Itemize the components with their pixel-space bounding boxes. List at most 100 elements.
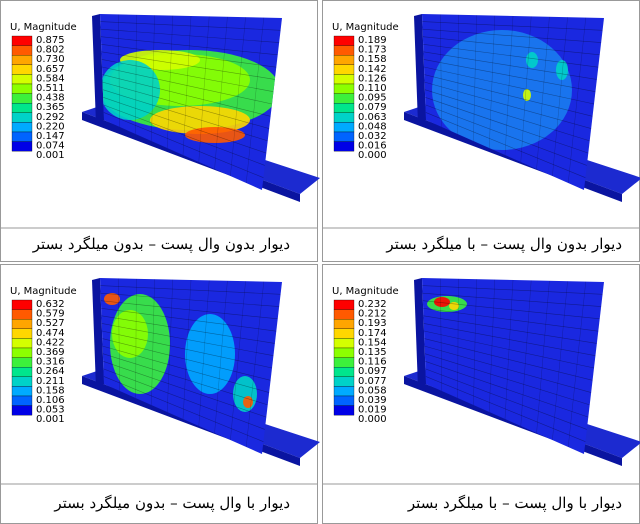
- legend-value: 0.053: [36, 405, 65, 416]
- brick-course: [425, 104, 587, 166]
- brick-joint: [230, 17, 246, 177]
- brick-course: [423, 315, 597, 344]
- wall-side: [414, 14, 426, 124]
- legend-value: 0.116: [358, 357, 387, 368]
- legend-value: 0.211: [36, 376, 65, 387]
- legend-swatch: [11, 64, 33, 75]
- brick-course: [102, 74, 271, 117]
- brick-course: [103, 104, 265, 166]
- legend-swatch: [11, 338, 33, 349]
- legend-value: 0.158: [36, 385, 65, 396]
- brick-course: [100, 21, 281, 31]
- wall-contour: [422, 14, 603, 184]
- brick-joint: [230, 281, 246, 441]
- wall-side: [92, 14, 104, 124]
- legend-swatch: [11, 93, 33, 104]
- legend-value: 0.074: [36, 141, 65, 152]
- brick-course: [101, 66, 273, 105]
- legend-value: 0.657: [36, 64, 65, 75]
- legend-value: 0.048: [358, 121, 387, 132]
- legend-swatch: [11, 405, 33, 416]
- brick-joint: [151, 15, 155, 142]
- legend-swatch: [333, 64, 355, 75]
- legend-swatch: [11, 357, 33, 368]
- brick-course: [424, 345, 592, 393]
- legend-value: 0.097: [358, 366, 387, 377]
- legend-swatch: [11, 74, 33, 85]
- legend-swatch: [11, 35, 33, 46]
- legend-value: 0.802: [36, 45, 65, 56]
- wall-contour: [422, 278, 603, 448]
- brick-joint: [439, 14, 443, 128]
- legend-value: 0.158: [358, 54, 387, 65]
- contour-region: [526, 52, 538, 68]
- brick-course: [422, 300, 600, 320]
- brick-course: [101, 51, 275, 80]
- legend-swatch: [333, 328, 355, 339]
- contour-region: [185, 127, 245, 143]
- legend-value: 0.511: [36, 83, 65, 94]
- legend-swatch: [333, 35, 355, 46]
- brick-joint: [488, 279, 496, 413]
- wall-side: [414, 278, 426, 388]
- legend-value: 0.292: [36, 112, 65, 123]
- brick-course: [424, 74, 593, 117]
- legend-swatch: [333, 112, 355, 123]
- legend-value: 0.016: [358, 141, 387, 152]
- contour-region: [100, 60, 160, 120]
- brick-course: [102, 345, 270, 393]
- brick-course: [423, 307, 599, 332]
- legend-swatch: [333, 357, 355, 368]
- brick-joint: [536, 16, 550, 170]
- legend-value: 0.001: [36, 150, 65, 161]
- legend-value: 0.110: [358, 83, 387, 94]
- brick-course: [422, 36, 600, 56]
- brick-course: [424, 338, 593, 381]
- legend-value: 0.173: [358, 45, 387, 56]
- brick-joint: [135, 14, 137, 135]
- brick-course: [101, 315, 275, 344]
- brick-course: [103, 112, 264, 178]
- brick-joint: [182, 15, 192, 156]
- panel: U, Magnitude 0.1890.1730.1580.1420.1260.1…: [322, 0, 640, 262]
- caption: دیوار با وال پست – بدون میلگرد بستر: [53, 494, 290, 512]
- legend-swatch: [333, 141, 355, 152]
- legend-value: 0.193: [358, 318, 387, 329]
- legend-value: 0.095: [358, 93, 387, 104]
- brick-joint: [567, 17, 587, 184]
- legend-swatch: [333, 395, 355, 406]
- legend-swatch: [11, 309, 33, 320]
- wall-face: [422, 278, 604, 454]
- brick-joint: [198, 16, 210, 163]
- brick-joint: [504, 279, 514, 420]
- brick-joint: [439, 278, 443, 392]
- legend-value: 0.135: [358, 347, 387, 358]
- legend-swatch: [11, 376, 33, 387]
- panel: U, Magnitude0.2320.2120.1930.1740.1540.1…: [322, 264, 640, 524]
- brick-course: [424, 353, 590, 406]
- legend-value: 0.316: [36, 357, 65, 368]
- brick-joint: [473, 279, 477, 406]
- legend-swatch: [11, 386, 33, 397]
- brick-course: [103, 376, 264, 442]
- legend-value: 0.032: [358, 131, 387, 142]
- brick-course: [100, 285, 281, 295]
- brick-joint: [117, 14, 121, 128]
- brick-course: [425, 368, 587, 430]
- brick-course: [102, 89, 268, 142]
- legend-value: 0.039: [358, 395, 387, 406]
- brick-course: [423, 323, 596, 357]
- legend-swatch: [333, 319, 355, 329]
- legend-value: 0.001: [36, 414, 65, 425]
- brick-joint: [214, 280, 228, 434]
- brick-course: [103, 368, 265, 430]
- brick-course: [101, 307, 277, 332]
- legend-value: 0.142: [358, 64, 387, 75]
- legend-swatch: [11, 299, 33, 310]
- legend-value: 0.000: [358, 414, 387, 425]
- legend-swatch: [333, 93, 355, 104]
- legend-value: 0.174: [358, 328, 387, 339]
- brick-joint: [457, 278, 459, 399]
- brick-course: [101, 330, 273, 369]
